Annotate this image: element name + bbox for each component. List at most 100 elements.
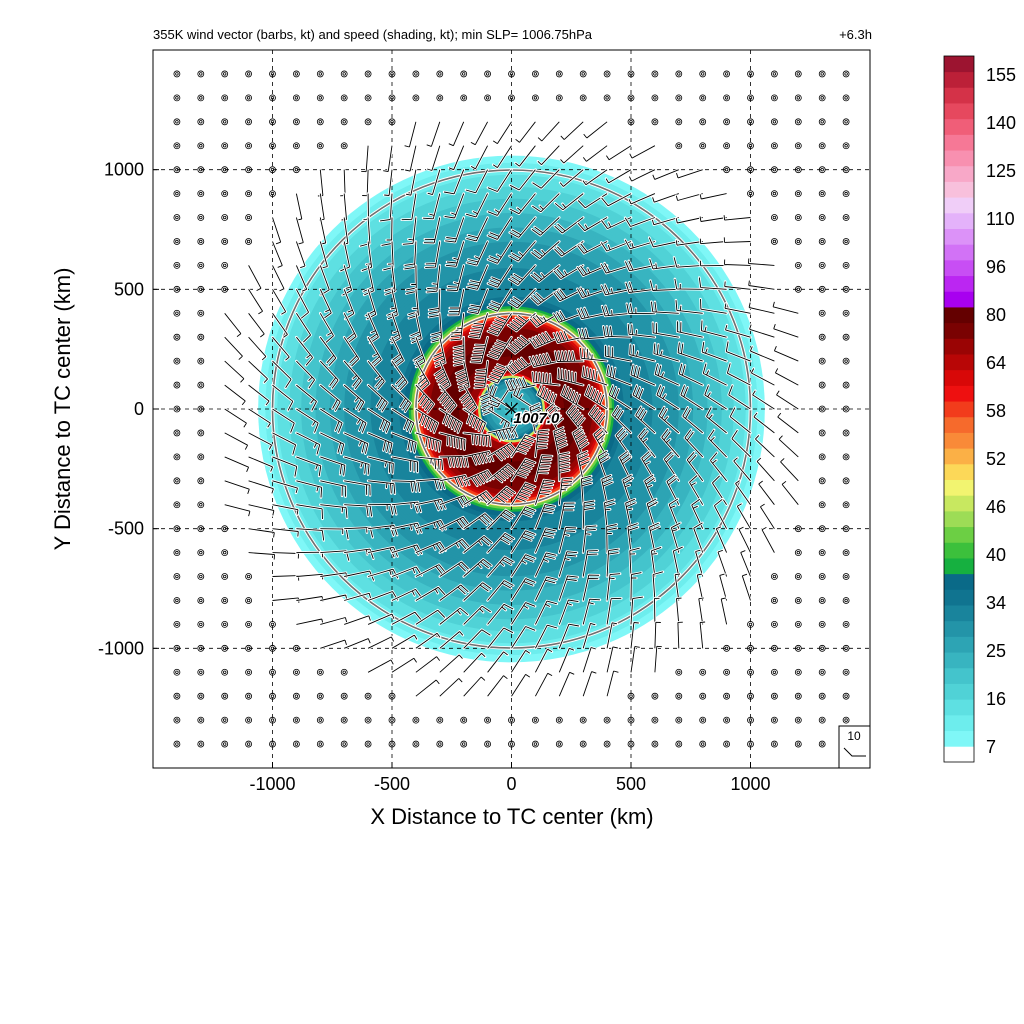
- calm-wind-marker: [771, 573, 778, 580]
- wind-barb: [749, 346, 775, 362]
- calm-wind-marker: [699, 118, 707, 126]
- wind-barb: [391, 657, 417, 673]
- wind-barb: [487, 486, 516, 506]
- x-axis-ticks: -1000 -500 0 500 1000: [249, 762, 771, 794]
- calm-wind-marker: [747, 142, 754, 150]
- wind-barb: [729, 407, 751, 434]
- colorbar-swatch: [944, 212, 974, 229]
- calm-wind-marker-inner: [318, 670, 322, 674]
- wind-barb-halo: [776, 411, 800, 435]
- calm-wind-marker: [221, 740, 229, 748]
- calm-wind-marker: [747, 740, 754, 748]
- wind-barb: [606, 145, 632, 161]
- calm-wind-marker: [436, 94, 444, 102]
- wind-barb: [511, 650, 531, 673]
- calm-wind-marker: [436, 70, 444, 78]
- calm-wind-marker-inner: [796, 215, 800, 220]
- wind-barb: [629, 547, 640, 577]
- calm-wind-marker-inner: [844, 550, 848, 555]
- colorbar-swatch: [944, 448, 974, 465]
- colorbar-tick-label: 52: [986, 449, 1006, 469]
- calm-wind-marker-inner: [342, 742, 346, 746]
- calm-wind-marker-inner: [199, 287, 203, 292]
- wind-barb: [248, 384, 270, 406]
- calm-wind-marker-inner: [629, 120, 633, 124]
- calm-wind-marker: [818, 118, 826, 126]
- calm-wind-marker-inner: [820, 167, 824, 172]
- calm-wind-marker: [771, 597, 778, 604]
- wind-barb: [615, 427, 632, 458]
- calm-wind-marker-inner: [175, 215, 179, 220]
- calm-wind-marker: [269, 142, 276, 150]
- wind-barb: [612, 405, 632, 434]
- calm-wind-marker: [245, 597, 253, 604]
- calm-wind-marker: [842, 142, 850, 150]
- wind-barb: [601, 474, 613, 505]
- wind-barb: [487, 336, 512, 360]
- calm-wind-marker: [269, 94, 276, 102]
- calm-wind-marker: [197, 621, 205, 628]
- wind-barb: [698, 277, 727, 290]
- wind-barb: [487, 533, 515, 553]
- wind-barb: [731, 429, 751, 458]
- calm-wind-marker-inner: [748, 120, 753, 124]
- calm-wind-marker: [484, 70, 492, 78]
- wind-barb-halo: [223, 479, 251, 496]
- calm-wind-marker-inner: [390, 72, 394, 76]
- wind-barb: [534, 576, 557, 601]
- calm-wind-marker: [794, 94, 802, 102]
- wind-barb-halo: [629, 645, 642, 674]
- wind-barb: [272, 384, 294, 411]
- calm-wind-marker-inner: [270, 167, 275, 172]
- calm-wind-marker: [771, 166, 778, 174]
- calm-wind-marker-inner: [199, 622, 203, 627]
- calm-wind-marker: [794, 597, 802, 604]
- wind-barb: [674, 573, 681, 601]
- wind-barb: [404, 241, 417, 270]
- colorbar-tick-label: 46: [986, 497, 1006, 517]
- calm-wind-marker: [508, 70, 515, 78]
- wind-barb: [577, 193, 608, 209]
- calm-wind-marker-inner: [199, 455, 203, 459]
- calm-wind-marker: [818, 261, 826, 269]
- calm-wind-marker: [221, 118, 229, 126]
- wind-barb: [511, 506, 536, 529]
- wind-barb: [630, 596, 643, 625]
- calm-wind-marker-inner: [796, 598, 800, 603]
- calm-wind-marker: [603, 740, 611, 748]
- calm-wind-marker-inner: [796, 742, 800, 746]
- wind-barb: [248, 528, 275, 538]
- calm-wind-marker-inner: [199, 167, 203, 172]
- y-tick-label: -500: [108, 519, 144, 539]
- wind-barb: [577, 264, 608, 277]
- wind-barb: [507, 335, 536, 354]
- wind-barb: [344, 592, 372, 601]
- wind-barb: [605, 169, 632, 184]
- wind-barb: [487, 313, 512, 336]
- wind-barb: [728, 385, 751, 410]
- wind-barb: [511, 482, 536, 505]
- calm-wind-marker-inner: [820, 191, 824, 196]
- calm-wind-marker-inner: [653, 120, 657, 124]
- calm-wind-marker-inner: [246, 239, 251, 244]
- calm-wind-marker-inner: [772, 670, 777, 674]
- calm-wind-marker: [197, 118, 205, 126]
- wind-barb: [558, 526, 577, 553]
- calm-wind-marker-inner: [318, 718, 322, 722]
- y-tick-label: 1000: [104, 160, 144, 180]
- wind-barb: [649, 522, 660, 553]
- wind-barb: [296, 504, 323, 520]
- calm-wind-marker: [245, 190, 253, 198]
- wind-barb: [625, 282, 655, 293]
- wind-barb: [624, 217, 656, 227]
- calm-wind-marker: [603, 716, 611, 724]
- wind-barb: [361, 241, 373, 272]
- calm-wind-marker-inner: [342, 718, 346, 722]
- wind-barb: [344, 638, 371, 649]
- calm-wind-marker: [269, 190, 276, 198]
- calm-wind-marker-inner: [175, 407, 179, 411]
- wind-barb: [463, 513, 493, 530]
- calm-wind-marker: [221, 190, 229, 198]
- wind-barb: [632, 385, 656, 410]
- calm-wind-marker: [221, 214, 229, 221]
